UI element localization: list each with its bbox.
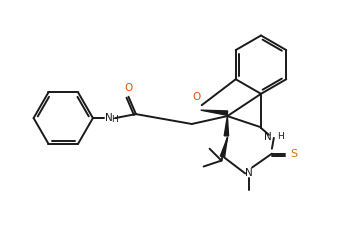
Text: N: N [264, 132, 272, 142]
Text: O: O [192, 92, 200, 102]
Text: H: H [277, 132, 284, 141]
Text: N: N [245, 169, 253, 178]
Text: N: N [105, 113, 113, 123]
Polygon shape [220, 138, 227, 157]
Text: H: H [111, 115, 118, 124]
Text: S: S [290, 149, 297, 159]
Text: O: O [124, 83, 133, 93]
Polygon shape [224, 116, 229, 136]
Polygon shape [201, 110, 228, 115]
